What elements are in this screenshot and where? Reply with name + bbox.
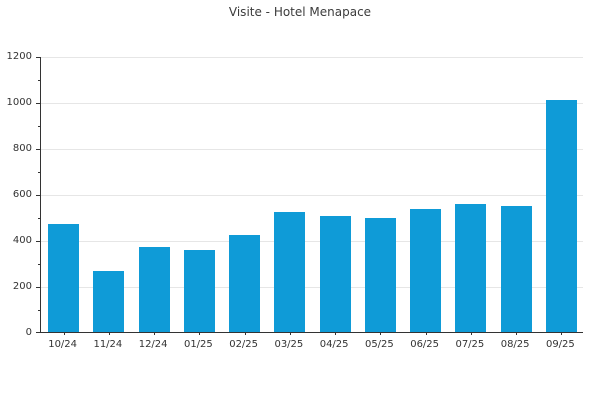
bar [93,271,125,332]
bar [138,246,170,332]
x-tick [63,332,65,335]
y-tick-label: 800 [12,143,32,154]
y-tick-label: 1000 [6,97,32,108]
x-tick-label: 09/25 [545,339,575,350]
y-tick-label: 0 [25,327,32,338]
x-tick [516,332,518,335]
x-tick-label: 10/24 [48,339,78,350]
y-major-tick [36,332,40,333]
y-tick-label: 1200 [6,51,32,62]
x-tick-label: 12/24 [138,339,168,350]
x-tick [108,332,110,335]
y-minor-tick [38,172,40,173]
x-tick-label: 05/25 [364,339,394,350]
gridline [41,149,583,150]
gridline [41,287,583,288]
x-tick [561,332,563,335]
y-major-tick [36,241,40,242]
bar [410,208,442,332]
gridline [41,195,583,196]
x-tick [335,332,337,335]
chart-title: Visite - Hotel Menapace [228,5,372,19]
x-tick [244,332,246,335]
x-tick [154,332,156,335]
x-tick-label: 08/25 [500,339,530,350]
y-minor-tick [38,218,40,219]
bar [455,204,487,332]
y-minor-tick [38,126,40,127]
bar [229,235,261,332]
bar [500,205,532,332]
x-tick-label: 01/25 [183,339,213,350]
bar [48,223,80,332]
x-tick [199,332,201,335]
x-tick [289,332,291,335]
bar [183,250,215,332]
y-minor-tick [38,310,40,311]
bar [319,215,351,332]
x-tick-label: 06/25 [410,339,440,350]
gridline [41,57,583,58]
y-major-tick [36,149,40,150]
gridline [41,103,583,104]
x-tick-label: 04/25 [319,339,349,350]
y-tick-label: 200 [12,281,32,292]
plot-area [36,57,583,335]
x-tick-label: 11/24 [93,339,123,350]
y-tick-label: 400 [12,235,32,246]
x-tick-label: 02/25 [229,339,259,350]
y-minor-tick [38,80,40,81]
y-tick-label: 600 [12,189,32,200]
bar [364,218,396,332]
y-major-tick [36,195,40,196]
x-tick [470,332,472,335]
y-major-tick [36,103,40,104]
y-major-tick [36,57,40,58]
bar [545,99,577,332]
x-tick [380,332,382,335]
gridline [41,241,583,242]
bar [274,212,306,332]
x-tick-label: 07/25 [455,339,485,350]
x-tick-label: 03/25 [274,339,304,350]
y-minor-tick [38,264,40,265]
y-major-tick [36,287,40,288]
x-tick [425,332,427,335]
